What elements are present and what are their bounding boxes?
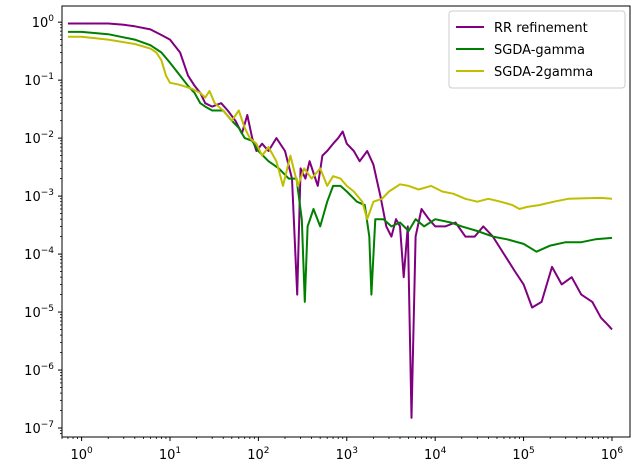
- x-tick-label: 103: [336, 446, 358, 463]
- y-tick-label: 10−2: [24, 130, 54, 147]
- x-tick-label: 100: [70, 446, 93, 463]
- series-line-3: [67, 35, 613, 221]
- plot-frame: [61, 5, 631, 438]
- x-tick-label: 101: [159, 446, 181, 463]
- y-tick-label: 10−6: [24, 362, 54, 379]
- x-tick-label: 106: [601, 446, 624, 463]
- y-tick-label: 10−7: [24, 420, 54, 437]
- legend-label: SGDA-gamma: [494, 43, 585, 58]
- y-tick-label: 10−3: [24, 188, 54, 205]
- series-line-2: [67, 30, 613, 303]
- legend-label: SGDA-2gamma: [494, 65, 593, 80]
- y-tick-label: 10−5: [24, 304, 54, 321]
- legend-label: RR refinement: [494, 21, 588, 36]
- series-line-1: [67, 22, 613, 419]
- legend: RR refinement SGDA-gamma SGDA-2gamma: [448, 10, 626, 89]
- x-axis: 100 101 102 103 104 105 106: [61, 437, 624, 463]
- series-layer: [67, 22, 613, 419]
- legend-box: [448, 10, 626, 89]
- x-tick-label: 105: [512, 446, 534, 463]
- y-axis: 10−7 10−6 10−5 10−4 10−3 10−2 10−1 100: [24, 14, 62, 437]
- y-tick-label: 10−4: [24, 246, 54, 263]
- y-tick-label: 100: [32, 14, 55, 31]
- x-tick-label: 104: [424, 446, 447, 463]
- x-tick-label: 102: [247, 446, 269, 463]
- y-tick-label: 10−1: [24, 72, 54, 89]
